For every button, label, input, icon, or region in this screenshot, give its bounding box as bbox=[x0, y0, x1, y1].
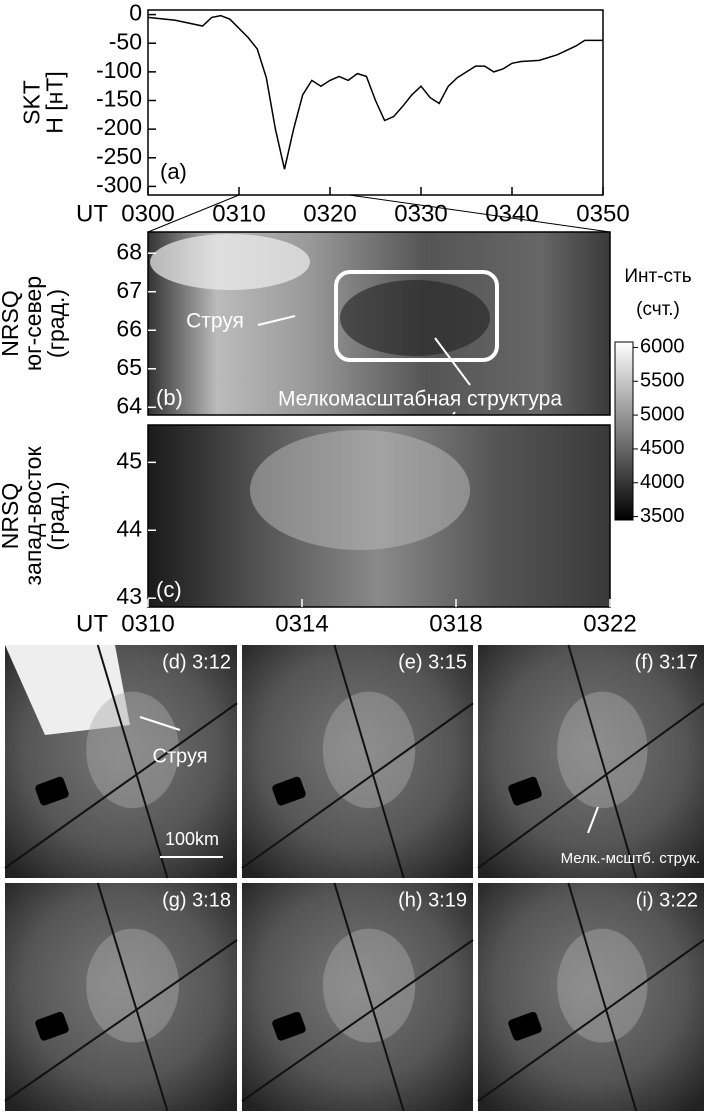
x-tick-label: 0320 bbox=[303, 200, 356, 227]
plot-frame bbox=[148, 10, 603, 195]
x-axis-label: UT bbox=[76, 610, 108, 637]
aurora-glow bbox=[323, 692, 415, 809]
y-tick-label: -200 bbox=[96, 114, 142, 140]
aurora-glow bbox=[86, 929, 179, 1043]
y-tick-label: 66 bbox=[116, 315, 142, 341]
y-tick-label: 64 bbox=[116, 392, 142, 418]
colorbar-tick-label: 4500 bbox=[640, 437, 685, 459]
colorbar-tick-label: 6000 bbox=[640, 336, 685, 358]
sky-image: (d) 3:12 Струя 100km bbox=[5, 645, 237, 878]
x-tick-label: 0330 bbox=[394, 200, 447, 227]
y-axis-label: (град.) bbox=[43, 481, 69, 550]
colorbar bbox=[615, 342, 633, 520]
y-axis-label: (град.) bbox=[43, 289, 69, 358]
y-tick-label: -100 bbox=[96, 57, 142, 83]
panel-label: (a) bbox=[160, 159, 187, 184]
page: 0-50-100-150-200-250-300SKTH [нТ]0300031… bbox=[0, 0, 704, 1116]
annotation: Мелк.-мсштб. струк. bbox=[561, 850, 700, 867]
sky-image: (i) 3:22 bbox=[478, 883, 704, 1111]
y-tick-label: -50 bbox=[109, 28, 142, 54]
sky-image: (f) 3:17 Мелк.-мсштб. струк. bbox=[478, 645, 704, 878]
chart-layer: 0-50-100-150-200-250-300SKTH [нТ]0300031… bbox=[0, 0, 704, 1111]
y-tick-label: 43 bbox=[116, 583, 142, 609]
colorbar-title: (счт.) bbox=[636, 299, 680, 320]
y-tick-label: 44 bbox=[116, 515, 142, 541]
panel-label: (h) 3:19 bbox=[398, 889, 467, 911]
sky-image: (g) 3:18 bbox=[5, 883, 237, 1111]
x-tick-label: 0318 bbox=[429, 610, 482, 637]
x-tick-label: 0350 bbox=[576, 200, 629, 227]
aurora-glow bbox=[557, 692, 647, 809]
panel-label: (f) 3:17 bbox=[635, 651, 698, 673]
sky-image: (h) 3:19 bbox=[242, 883, 473, 1111]
bright-region bbox=[250, 430, 470, 550]
annotation: Струя bbox=[186, 310, 244, 333]
y-tick-label: -150 bbox=[96, 86, 142, 112]
figure: 0-50-100-150-200-250-300SKTH [нТ]0300031… bbox=[0, 0, 704, 1111]
panel-label: (i) 3:22 bbox=[636, 889, 698, 911]
colorbar-tick-label: 5000 bbox=[640, 403, 685, 425]
y-tick-label: -300 bbox=[96, 171, 142, 197]
x-tick-label: 0310 bbox=[121, 610, 174, 637]
colorbar-tick-label: 3500 bbox=[640, 505, 685, 527]
y-tick-label: 65 bbox=[116, 354, 142, 380]
panel-label: (b) bbox=[156, 385, 183, 410]
panel-label: (g) 3:18 bbox=[162, 889, 231, 911]
y-tick-label: 68 bbox=[116, 238, 142, 264]
dark-region bbox=[340, 280, 490, 356]
x-tick-label: 0300 bbox=[121, 200, 174, 227]
annotation: Струя bbox=[152, 745, 207, 767]
x-axis-label: UT bbox=[76, 200, 108, 227]
annotation: Мелкомасштабная структура bbox=[278, 388, 562, 411]
aurora-glow bbox=[323, 929, 415, 1043]
x-tick-label: 0322 bbox=[583, 610, 636, 637]
x-tick-label: 0340 bbox=[485, 200, 538, 227]
sky-image: (e) 3:15 bbox=[242, 645, 473, 878]
colorbar-title: Инт-сть bbox=[624, 266, 691, 287]
x-tick-label: 0310 bbox=[212, 200, 265, 227]
aurora-glow bbox=[557, 929, 647, 1043]
y-tick-label: 0 bbox=[129, 0, 142, 26]
data-line bbox=[148, 16, 603, 170]
panel-label: (e) 3:15 bbox=[398, 651, 467, 673]
colorbar-tick-label: 5500 bbox=[640, 370, 685, 392]
y-axis-label: H [нТ] bbox=[42, 71, 68, 134]
y-tick-label: 67 bbox=[116, 277, 142, 303]
colorbar-tick-label: 4000 bbox=[640, 471, 685, 493]
annotation: 100km bbox=[165, 829, 219, 849]
projection-line bbox=[349, 195, 610, 232]
y-tick-label: 45 bbox=[116, 447, 142, 473]
panel-label: (c) bbox=[156, 577, 182, 602]
x-tick-label: 0314 bbox=[275, 610, 328, 637]
panel-label: (d) 3:12 bbox=[162, 651, 231, 673]
bright-region bbox=[150, 234, 310, 290]
y-tick-label: -250 bbox=[96, 143, 142, 169]
